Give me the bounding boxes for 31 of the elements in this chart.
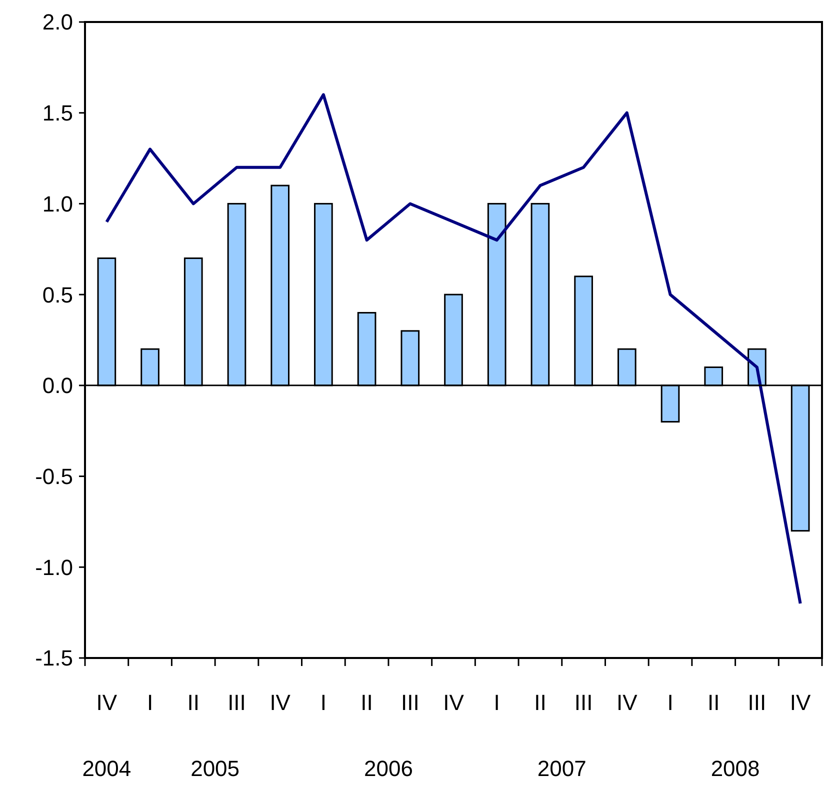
text: 2006 xyxy=(364,756,413,781)
x-tick-label: III xyxy=(574,690,593,715)
x-tick-label: I xyxy=(667,690,674,715)
x-tick-label: IV xyxy=(616,690,638,715)
y-tick-label: -1.0 xyxy=(35,554,73,580)
y-tick-label: -0.5 xyxy=(35,464,73,489)
text: 2004 xyxy=(82,756,132,781)
y-tick-label: 2.0 xyxy=(42,10,73,35)
text: 2007 xyxy=(537,756,586,781)
text: 2005 xyxy=(190,756,240,781)
x-tick-label: III xyxy=(748,690,766,715)
x-tick-label: III xyxy=(228,690,246,715)
x-tick-label: II xyxy=(708,690,720,715)
x-tick-label: I xyxy=(320,690,327,715)
x-tick-label: IV xyxy=(270,690,291,715)
y-tick-label: 0.5 xyxy=(42,282,73,308)
x-tick-label: IV xyxy=(96,690,118,715)
y-tick-label: 0.0 xyxy=(42,373,73,398)
x-tick-label: IV xyxy=(443,690,464,715)
y-tick-label: 1.5 xyxy=(42,100,73,126)
x-tick-label: I xyxy=(146,690,154,715)
line-series xyxy=(105,93,802,605)
x-tick-label: IV xyxy=(790,690,812,715)
x-tick-label: III xyxy=(400,690,420,715)
text: 2008 xyxy=(710,756,760,781)
x-tick-label: II xyxy=(360,690,373,715)
x-tick-label: I xyxy=(494,690,500,715)
x-tick-label: II xyxy=(187,690,200,715)
y-tick-label: 1.0 xyxy=(42,191,73,216)
x-tick-label: II xyxy=(534,690,546,715)
y-tick-label: -1.5 xyxy=(35,646,73,671)
